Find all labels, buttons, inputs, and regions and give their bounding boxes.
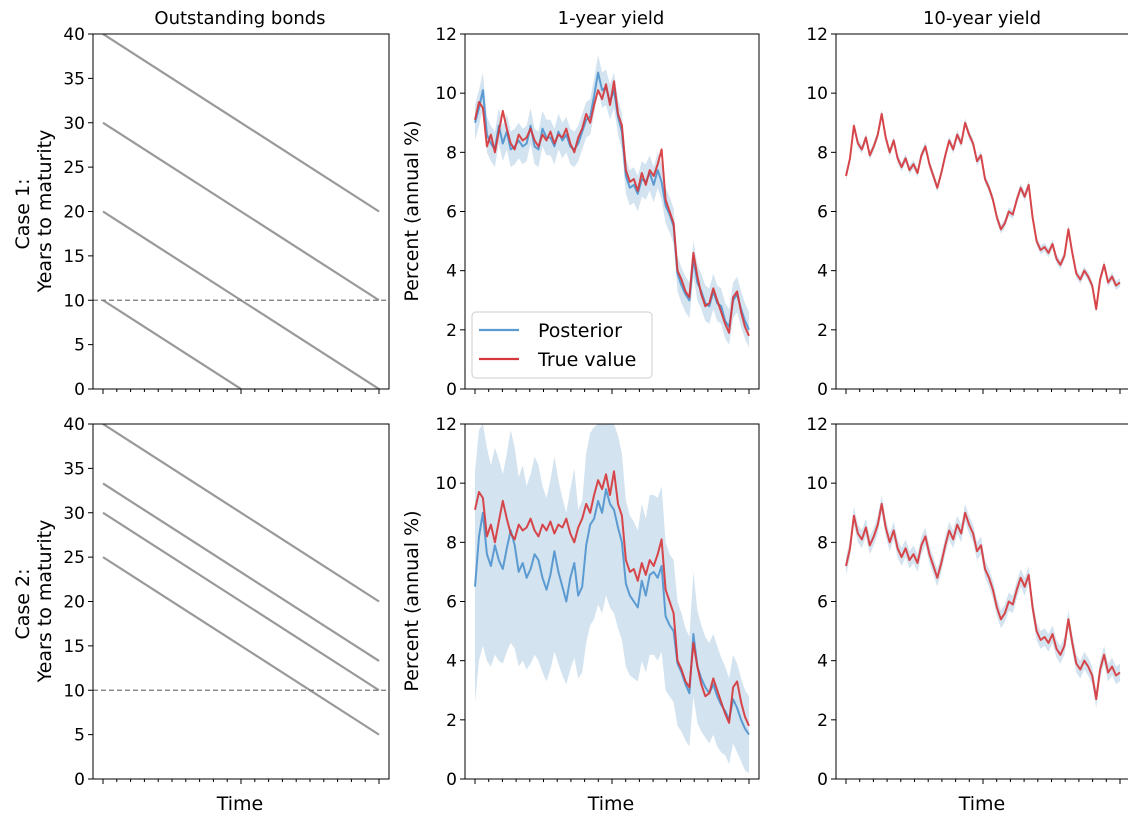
y10_case1-frame bbox=[835, 33, 1128, 390]
y1-case2-ylabel: Percent (annual %) bbox=[401, 510, 423, 691]
row2-label: Case 2: Years to maturity bbox=[12, 520, 56, 684]
bonds_case2-ytick-label-15: 15 bbox=[63, 637, 85, 657]
y10_case1-ytick-label-10: 10 bbox=[806, 84, 828, 104]
y1_case1-ytick-label-12: 12 bbox=[435, 25, 457, 45]
row1-label-line1: Case 1: bbox=[12, 179, 34, 250]
y1_case1-true-line bbox=[474, 80, 750, 337]
bonds_case1-bond-line-3 bbox=[102, 299, 242, 389]
bonds_case1-ytick-label-10: 10 bbox=[63, 291, 85, 311]
y1_case1-plot-area bbox=[474, 54, 750, 348]
row1-label-line2: Years to maturity bbox=[34, 130, 56, 294]
y10_case1-ytick-label-6: 6 bbox=[817, 203, 828, 223]
y1_case1-ytick-label-0: 0 bbox=[446, 380, 457, 400]
row2-label-line2: Years to maturity bbox=[34, 520, 56, 684]
bonds_case2-ytick-label-40: 40 bbox=[63, 415, 85, 435]
bonds_case2-bond-line-0 bbox=[102, 424, 380, 603]
bonds_case1-plot-area bbox=[93, 34, 389, 389]
y1_case1-posterior-band bbox=[475, 54, 749, 348]
bonds_case1-ytick-label-20: 20 bbox=[63, 203, 85, 223]
bonds_case1-bond-line-0 bbox=[102, 34, 380, 213]
panel-y1_case1: 0 2 4 6 8 10 12 bbox=[435, 25, 760, 400]
y1_case2-plot-area bbox=[474, 424, 750, 774]
y1-case1-ylabel: Percent (annual %) bbox=[401, 120, 423, 301]
y1_case1-ytick-label-10: 10 bbox=[435, 84, 457, 104]
y1_case2-ytick-label-6: 6 bbox=[446, 593, 457, 613]
y1_case2-ytick-label-10: 10 bbox=[435, 474, 457, 494]
bonds_case2-plot-area bbox=[93, 424, 389, 736]
bonds_case1-ytick-label-5: 5 bbox=[74, 336, 85, 356]
y1-case2-xlabel: Time bbox=[587, 793, 635, 815]
y10_case1-ytick-label-4: 4 bbox=[817, 262, 828, 282]
y1_case2-true-line bbox=[474, 470, 750, 727]
y10_case1-ytick-label-0: 0 bbox=[817, 380, 828, 400]
y1_case1-ytick-label-6: 6 bbox=[446, 203, 457, 223]
y1_case2-posterior-line bbox=[474, 488, 750, 736]
y10_case2-ytick-label-6: 6 bbox=[817, 593, 828, 613]
y1_case2-ytick-label-4: 4 bbox=[446, 652, 457, 672]
bonds_case1-ytick-label-25: 25 bbox=[63, 158, 85, 178]
y1_case2-ytick-label-12: 12 bbox=[435, 415, 457, 435]
y10-case2-xlabel: Time bbox=[958, 793, 1006, 815]
bonds_case2-bond-line-1 bbox=[102, 482, 380, 662]
panel-y10_case1: 0 2 4 6 8 10 12 bbox=[806, 25, 1128, 400]
y10_case2-ytick-label-2: 2 bbox=[817, 711, 828, 731]
y10_case2-ytick-label-12: 12 bbox=[806, 415, 828, 435]
bonds_case2-ytick-label-25: 25 bbox=[63, 548, 85, 568]
y10_case2-true-line bbox=[845, 502, 1121, 701]
y1_case2-ytick-label-2: 2 bbox=[446, 711, 457, 731]
y10_case1-true-line bbox=[845, 112, 1121, 311]
y10_case2-posterior-band bbox=[846, 495, 1120, 708]
row1-label: Case 1: Years to maturity bbox=[12, 130, 56, 294]
bonds_case2-ytick-label-0: 0 bbox=[74, 770, 85, 790]
y10_case2-frame bbox=[835, 423, 1128, 780]
bonds_case1-bond-line-1 bbox=[102, 121, 380, 302]
legend-box bbox=[471, 311, 653, 379]
bonds_case2-ytick-label-35: 35 bbox=[63, 459, 85, 479]
y10_case2-ytick-label-8: 8 bbox=[817, 533, 828, 553]
y1_case2-ytick-label-8: 8 bbox=[446, 533, 457, 553]
y1_case1-ytick-label-8: 8 bbox=[446, 143, 457, 163]
y10_case1-ytick-label-2: 2 bbox=[817, 321, 828, 341]
y10_case2-ytick-label-10: 10 bbox=[806, 474, 828, 494]
legend-posterior-label: Posterior bbox=[538, 320, 622, 342]
col-title-10-year-yield: 10-year yield bbox=[923, 8, 1041, 29]
bonds_case2-bond-line-3 bbox=[102, 556, 380, 736]
legend-true-label: True value bbox=[537, 349, 636, 371]
y1_case2-ytick-label-0: 0 bbox=[446, 770, 457, 790]
legend: Posterior True value bbox=[471, 311, 653, 379]
bonds_case1-ytick-label-40: 40 bbox=[63, 25, 85, 45]
bonds_case1-ytick-label-15: 15 bbox=[63, 247, 85, 267]
y10_case2-ytick-label-4: 4 bbox=[817, 652, 828, 672]
bonds_case2-ytick-label-20: 20 bbox=[63, 593, 85, 613]
bonds_case1-ytick-label-35: 35 bbox=[63, 69, 85, 89]
panel-bonds_case2: 0 5 10 15 20 25 30 35 40 bbox=[63, 415, 390, 790]
y1_case1-ytick-label-2: 2 bbox=[446, 321, 457, 341]
y10_case1-ytick-label-8: 8 bbox=[817, 143, 828, 163]
panel-y10_case2: 0 2 4 6 8 10 12 bbox=[806, 415, 1128, 790]
y10_case2-ytick-label-0: 0 bbox=[817, 770, 828, 790]
row2-label-line1: Case 2: bbox=[12, 569, 34, 640]
col-title-1-year-yield: 1-year yield bbox=[558, 8, 665, 29]
y10_case1-ytick-label-12: 12 bbox=[806, 25, 828, 45]
col-title-outstanding-bonds: Outstanding bonds bbox=[154, 8, 325, 29]
bonds_case2-ytick-label-10: 10 bbox=[63, 681, 85, 701]
y1_case1-ytick-label-4: 4 bbox=[446, 262, 457, 282]
panel-y1_case2: 0 2 4 6 8 10 12 bbox=[435, 415, 760, 790]
y10_case1-plot-area bbox=[845, 109, 1121, 314]
bonds_case1-ytick-label-0: 0 bbox=[74, 380, 85, 400]
bonds_case2-ytick-label-30: 30 bbox=[63, 504, 85, 524]
bonds_case2-bond-line-2 bbox=[102, 511, 380, 692]
y10_case2-plot-area bbox=[845, 495, 1121, 708]
bonds_case1-ytick-label-30: 30 bbox=[63, 114, 85, 134]
bonds_case2-ytick-label-5: 5 bbox=[74, 726, 85, 746]
panel-bonds_case1: 0 5 10 15 20 25 30 35 40 bbox=[63, 25, 390, 400]
y1_case2-posterior-band bbox=[475, 424, 749, 774]
bonds-case2-xlabel: Time bbox=[216, 793, 264, 815]
